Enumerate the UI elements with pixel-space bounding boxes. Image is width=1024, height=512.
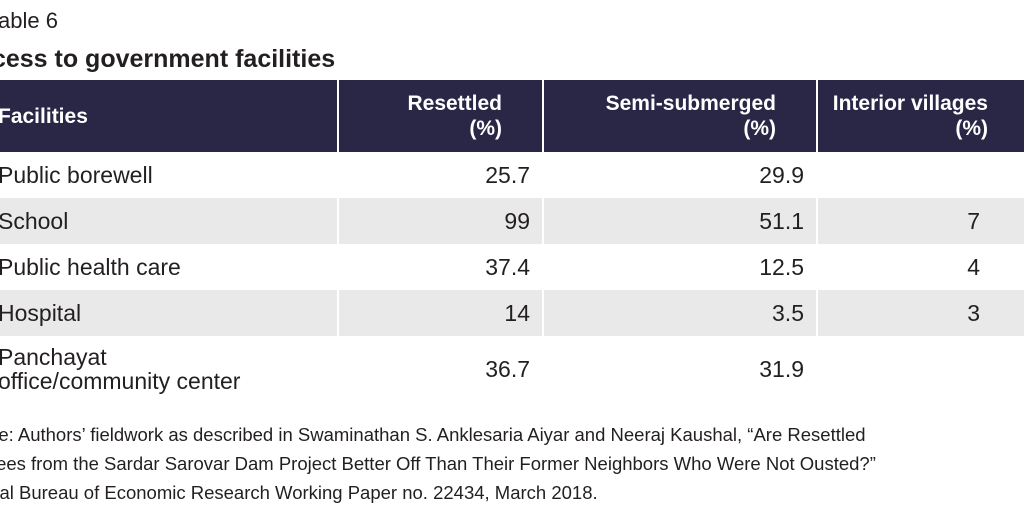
facilities-table: Facilities Resettled (%) Semi-submerged … [0,80,1024,402]
table-row: School 99 51.1 7 [0,198,1024,244]
semi-submerged-cell: 12.5 [542,244,817,290]
facility-cell: Public health care [0,254,181,280]
resettled-cell: 99 [337,198,543,244]
table-row: Hospital 14 3.5 3 [0,290,1024,336]
facility-cell: School [0,198,338,244]
semi-submerged-cell: 29.9 [542,152,817,198]
header-resettled-unit: (%) [469,117,502,140]
resettled-cell: 14 [337,290,543,336]
header-resettled: Resettled (%) [337,80,543,152]
header-interior-villages: Interior villages (%) [816,80,1024,152]
table-row: Public borewell 25.7 29.9 [0,152,1024,198]
facility-cell: Hospital [0,290,338,336]
facility-cell: Public borewell [0,162,153,188]
header-interior-villages-label: Interior villages [832,92,988,115]
table-row: Public health care 37.4 12.5 4 [0,244,1024,290]
header-semi-submerged-label: Semi-submerged [605,92,776,115]
source-note: Source: Authors’ fieldwork as described … [0,420,876,507]
semi-submerged-cell: 51.1 [542,198,817,244]
interior-cell: 3 [816,290,1024,336]
source-line: Source: Authors’ fieldwork as described … [0,424,866,445]
header-resettled-label: Resettled [407,92,502,115]
header-interior-villages-unit: (%) [955,117,988,140]
semi-submerged-cell: 31.9 [542,336,817,402]
resettled-cell: 36.7 [337,336,543,402]
interior-cell [816,336,1024,402]
interior-cell: 7 [816,198,1024,244]
facility-cell: Panchayat office/community center [0,344,241,394]
header-semi-submerged-unit: (%) [743,117,776,140]
table-row: Panchayat office/community center 36.7 3… [0,336,1024,402]
interior-cell: 4 [816,244,1024,290]
resettled-cell: 25.7 [337,152,543,198]
interior-cell [816,152,1024,198]
header-semi-submerged: Semi-submerged (%) [542,80,817,152]
table-title: Access to government facilities [0,45,336,73]
table-label: Table 6 [0,8,58,33]
resettled-cell: 37.4 [337,244,543,290]
source-line: National Bureau of Economic Research Wor… [0,482,598,503]
source-line: Oustees from the Sardar Sarovar Dam Proj… [0,453,876,474]
semi-submerged-cell: 3.5 [542,290,817,336]
header-facilities: Facilities [0,80,338,152]
table-header-row: Facilities Resettled (%) Semi-submerged … [0,80,1024,152]
